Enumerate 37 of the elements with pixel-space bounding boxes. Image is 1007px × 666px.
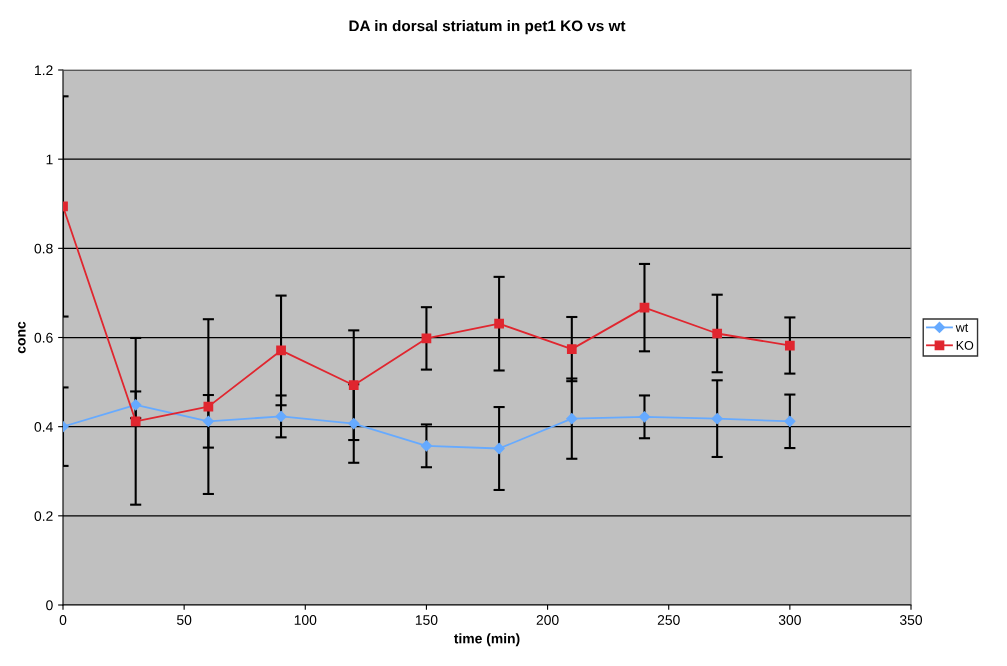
point bbox=[493, 442, 505, 455]
y-tick-label: 0.6 bbox=[34, 332, 53, 343]
point bbox=[275, 410, 287, 423]
point bbox=[348, 417, 360, 430]
x-tick-label: 0 bbox=[59, 615, 67, 625]
point bbox=[712, 328, 723, 339]
y-axis-title: conc bbox=[18, 321, 26, 354]
legend-label: KO bbox=[956, 340, 974, 350]
point bbox=[566, 344, 577, 354]
point bbox=[638, 411, 651, 423]
y-tick-label: 1 bbox=[46, 154, 53, 165]
x-tick-label: 150 bbox=[415, 615, 438, 625]
y-tick-label: 0.4 bbox=[34, 422, 53, 432]
x-tick-label: 50 bbox=[176, 615, 192, 625]
point bbox=[566, 413, 578, 425]
point bbox=[420, 440, 433, 452]
chart-title: DA in dorsal striatum in pet1 KO vs wt bbox=[349, 20, 626, 35]
x-tick-label: 100 bbox=[294, 615, 317, 625]
y-tick-label: 0.2 bbox=[34, 511, 53, 521]
x-tick-label: 350 bbox=[899, 615, 923, 625]
x-tick-label: 300 bbox=[778, 615, 801, 625]
point bbox=[130, 416, 141, 427]
x-tick-label: 250 bbox=[657, 615, 680, 625]
y-tick-label: 0.8 bbox=[34, 243, 53, 254]
y-tick-label: 0 bbox=[46, 600, 53, 611]
point bbox=[494, 318, 504, 329]
x-tick-label: 200 bbox=[536, 615, 559, 625]
y-tick-label: 1.2 bbox=[35, 65, 53, 76]
point bbox=[276, 345, 286, 356]
point bbox=[784, 340, 795, 351]
point bbox=[202, 415, 214, 427]
legend-label: wt bbox=[955, 323, 969, 332]
x-axis-title: time (min) bbox=[453, 633, 520, 647]
point bbox=[784, 415, 796, 427]
point bbox=[130, 399, 142, 411]
point bbox=[711, 413, 723, 425]
point bbox=[348, 380, 359, 391]
